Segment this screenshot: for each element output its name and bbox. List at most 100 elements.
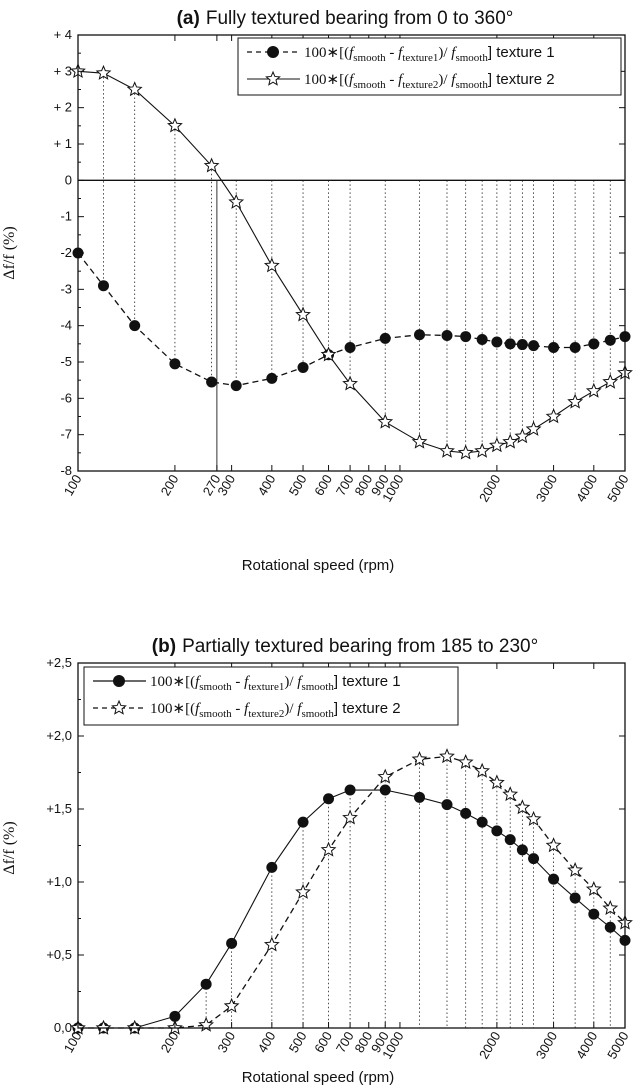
pa-series-2-point	[411, 433, 428, 449]
legend-series-name: ] texture 2	[488, 71, 555, 88]
pa-y-tick-label: + 2	[54, 100, 72, 115]
pb-series-1-point	[226, 937, 238, 949]
pb-series-1-point	[323, 793, 335, 805]
pa-x-tick-label: 400	[255, 472, 279, 498]
panel-a-legend: 100∗[(fsmooth - ftexture1)/ fsmooth] tex…	[237, 37, 622, 96]
pa-series-2-point	[502, 433, 519, 449]
pb-series-1-point	[297, 816, 309, 828]
pb-y-tick-label: +0,5	[46, 947, 72, 962]
pa-x-tick-label: 3000	[533, 472, 560, 505]
panel-b-label: (b)	[152, 636, 176, 657]
pa-x-tick-label: 4000	[573, 472, 600, 505]
pa-y-tick-label: -1	[60, 209, 72, 224]
legend-formula-part: )/	[438, 72, 451, 88]
panel-a-series	[70, 63, 633, 460]
pa-series-2-point	[567, 393, 584, 409]
pa-series-1-point	[129, 320, 141, 332]
legend-formula-part: 100∗[(	[150, 701, 195, 717]
pa-series-2-point	[474, 442, 491, 458]
pb-y-tick-label: +2,5	[46, 655, 72, 670]
pa-series-1-point	[604, 334, 616, 346]
pa-x-tick-label: 300	[214, 472, 238, 498]
pa-series-1-point	[266, 372, 278, 384]
pb-series-2-point	[457, 753, 474, 769]
legend-subscript: smooth	[199, 681, 232, 693]
pb-series-1-point	[604, 921, 616, 933]
pa-x-tick-label: 5000	[604, 472, 631, 505]
pb-series-2-point	[377, 768, 394, 784]
pb-series-2-point	[223, 997, 240, 1013]
pa-x-tick-label: 200	[158, 472, 182, 498]
pb-series-2-point	[295, 883, 311, 899]
panel-b-legend-marker-star	[111, 699, 127, 715]
legend-subscript: texture2	[248, 708, 284, 720]
pa-series-1-line	[77, 252, 626, 387]
pb-series-1-point	[588, 908, 600, 920]
panel-b-legend-marker-circle	[113, 675, 125, 687]
panel-a-plot-frame	[77, 34, 626, 472]
pb-series-2-point	[488, 774, 505, 790]
pb-x-tick-label: 700	[333, 1029, 357, 1055]
legend-symbol-f: f	[349, 72, 355, 88]
pa-series-1-point	[414, 329, 426, 341]
pa-series-1-point	[504, 338, 516, 350]
pa-y-tick-label: -4	[60, 318, 72, 333]
legend-symbol-f: f	[244, 701, 250, 717]
panel-a-title: (a) Fully textured bearing from 0 to 360°	[177, 8, 514, 29]
pb-y-tick-label: +2,0	[46, 728, 72, 743]
panel-b-y-axis-label: Δf/f (%)	[1, 821, 18, 874]
pa-series-2-line	[77, 70, 626, 454]
legend-series-name: ] texture 2	[334, 700, 401, 717]
pa-series-2-point	[439, 442, 455, 458]
pb-x-tick-label: 300	[214, 1029, 238, 1055]
legend-symbol-f: f	[297, 701, 303, 717]
pa-series-1-point	[528, 340, 540, 352]
pa-series-2-point	[320, 346, 337, 362]
legend-symbol-f: f	[195, 674, 201, 690]
panel-b-legend-box	[83, 666, 459, 726]
pb-series-1-point	[491, 825, 503, 837]
panel-b-series	[70, 748, 633, 1035]
pa-series-2-point	[167, 117, 183, 133]
pa-series-2-point	[203, 157, 220, 173]
pa-series-2-point	[263, 257, 280, 273]
pb-series-2-point	[263, 936, 280, 952]
pb-series-2-point	[411, 751, 428, 767]
pa-series-2-point	[525, 420, 542, 436]
pb-series-1-point	[266, 861, 278, 873]
legend-formula-part: 100∗[(	[304, 72, 349, 88]
legend-symbol-f: f	[398, 72, 404, 88]
legend-symbol-f: f	[195, 701, 201, 717]
pb-series-1-point	[548, 873, 560, 885]
legend-subscript: texture2	[402, 79, 438, 91]
pa-series-1-point	[230, 380, 242, 392]
pb-series-1-line	[78, 789, 626, 1029]
pb-x-tick-label: 600	[311, 1029, 335, 1055]
pa-series-2-point	[342, 375, 358, 391]
pa-series-2-point	[377, 413, 394, 429]
pb-series-1-point	[414, 791, 426, 803]
legend-subscript: smooth	[455, 52, 488, 64]
pb-series-1-point	[504, 834, 516, 846]
pb-series-2-point	[602, 899, 619, 915]
pa-y-tick-label: -6	[60, 390, 72, 405]
legend-formula-part: -	[232, 674, 245, 690]
pa-series-1-point	[97, 280, 109, 292]
pa-series-1-point	[297, 361, 309, 373]
panel-b-title-text: Partially textured bearing from 185 to 2…	[182, 636, 538, 657]
pa-y-tick-label: + 3	[54, 63, 72, 78]
pb-series-2-point	[567, 862, 584, 878]
panel-a-label: (a)	[177, 8, 200, 29]
pb-series-1-point	[344, 784, 356, 796]
legend-symbol-f: f	[244, 674, 250, 690]
pb-series-2-point	[439, 748, 455, 764]
pb-series-2-point	[198, 1016, 215, 1032]
pa-y-tick-label: -5	[60, 354, 72, 369]
panel-a-legend-marker-star	[265, 70, 281, 86]
pa-series-1-point	[441, 329, 453, 341]
pa-series-2-point	[457, 444, 474, 460]
pb-x-tick-label: 2000	[476, 1029, 503, 1062]
pa-series-1-point	[379, 332, 391, 344]
